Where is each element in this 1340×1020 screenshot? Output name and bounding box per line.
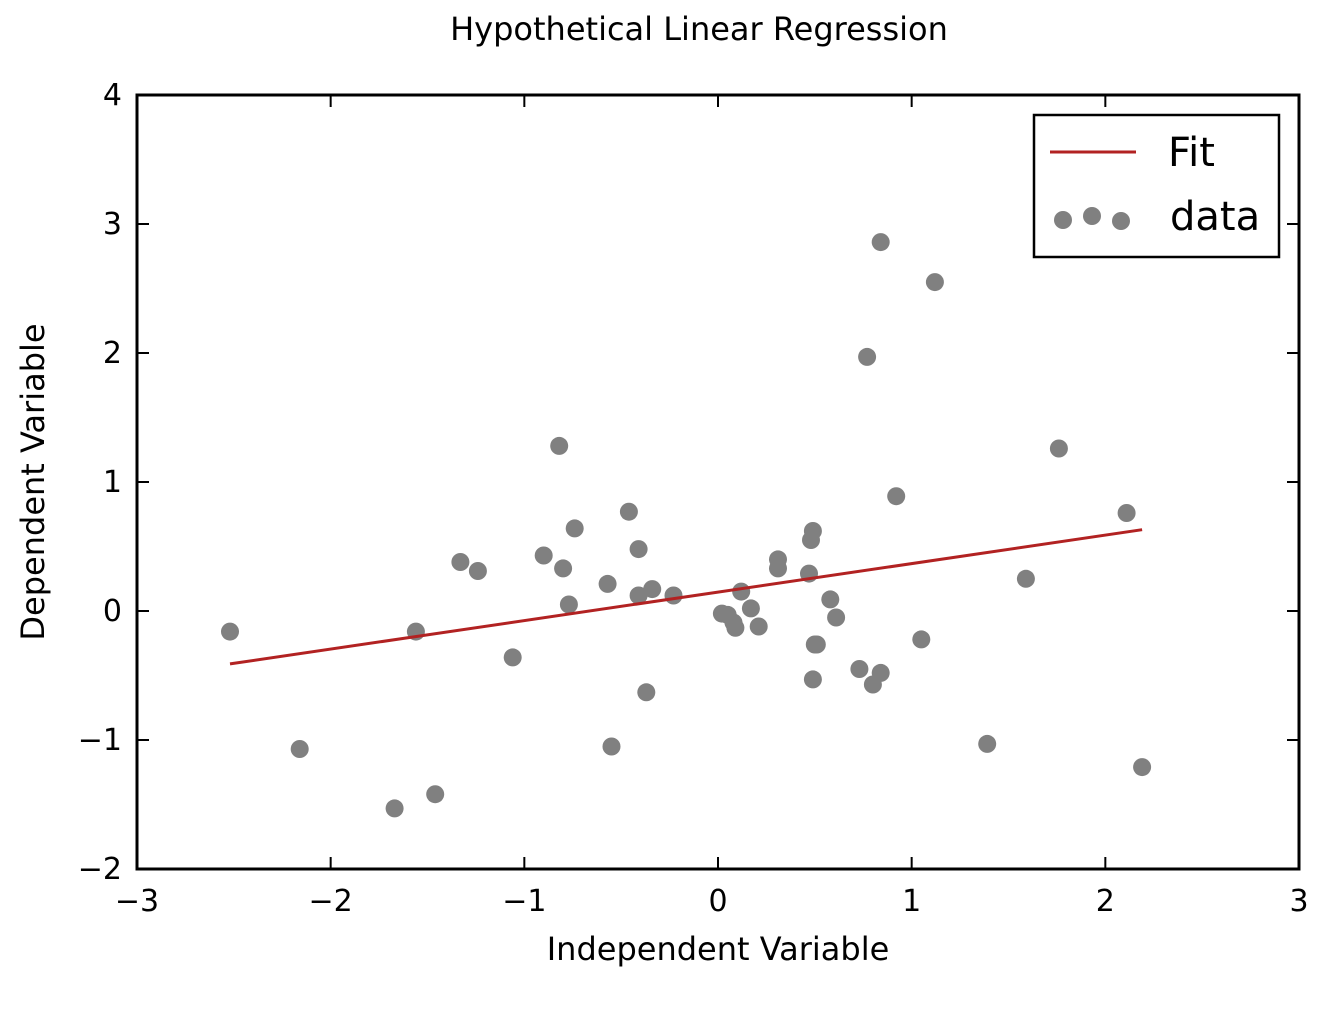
y-tick-label: −1	[78, 723, 122, 758]
legend-fit-label: Fit	[1168, 130, 1215, 176]
data-point	[732, 582, 751, 601]
data-point	[1049, 439, 1068, 458]
data-point	[978, 734, 997, 753]
legend: Fit data	[1032, 113, 1281, 259]
data-point	[850, 660, 869, 678]
data-point	[619, 502, 638, 521]
data-point	[290, 740, 309, 758]
data-point	[1133, 758, 1152, 777]
data-point	[426, 785, 445, 804]
data-point	[741, 599, 760, 618]
data-point	[664, 586, 683, 605]
data-point	[559, 595, 578, 614]
fit-line	[229, 528, 1143, 666]
legend-data-label: data	[1170, 194, 1260, 240]
data-point	[925, 273, 944, 292]
data-point	[749, 617, 768, 636]
data-point	[726, 618, 745, 637]
data-point	[803, 522, 822, 540]
data-point	[534, 546, 553, 565]
x-tick-label: −1	[502, 884, 546, 919]
data-point	[550, 436, 569, 455]
y-tick-label: 2	[103, 336, 122, 371]
y-tick-label: 3	[103, 207, 122, 242]
data-point	[1117, 504, 1136, 522]
x-tick-label: 1	[902, 884, 921, 919]
y-tick-label: 0	[103, 594, 122, 629]
data-point	[1016, 569, 1035, 588]
data-point	[629, 586, 648, 605]
legend-data-swatch	[1083, 207, 1101, 225]
y-tick-label: 4	[103, 78, 122, 113]
x-tick-label: 2	[1096, 884, 1115, 919]
data-point	[554, 559, 573, 578]
data-point	[598, 574, 617, 593]
y-tick-label: 1	[103, 465, 122, 500]
data-point	[821, 590, 840, 609]
data-point	[769, 550, 787, 569]
legend-data-swatch	[1054, 211, 1072, 229]
data-point	[221, 622, 239, 641]
chart-title: Hypothetical Linear Regression	[450, 10, 948, 48]
data-point	[451, 553, 470, 571]
data-point	[803, 670, 822, 689]
data-point	[503, 648, 522, 667]
y-tick-label: −2	[78, 852, 122, 887]
data-point	[643, 580, 662, 599]
data-point	[887, 487, 906, 506]
data-point	[871, 233, 890, 252]
data-point	[385, 799, 404, 818]
data-point	[827, 608, 846, 627]
legend-box	[1032, 113, 1281, 259]
x-tick-label: 3	[1289, 884, 1308, 919]
data-point	[565, 519, 584, 538]
data-point	[858, 347, 877, 366]
x-tick-label: 0	[708, 884, 727, 919]
plot-area	[221, 233, 1152, 818]
x-tick-label: −2	[309, 884, 353, 919]
data-point	[912, 630, 931, 649]
legend-data-swatch	[1112, 212, 1130, 230]
data-point	[629, 540, 648, 559]
y-axis-title: Dependent Variable	[14, 323, 52, 640]
data-point	[602, 737, 621, 756]
data-point	[807, 635, 826, 654]
data-point	[871, 663, 890, 682]
x-tick-label: −3	[115, 884, 159, 919]
data-point	[637, 683, 656, 702]
x-axis-title: Independent Variable	[547, 930, 890, 968]
data-point	[468, 562, 487, 580]
